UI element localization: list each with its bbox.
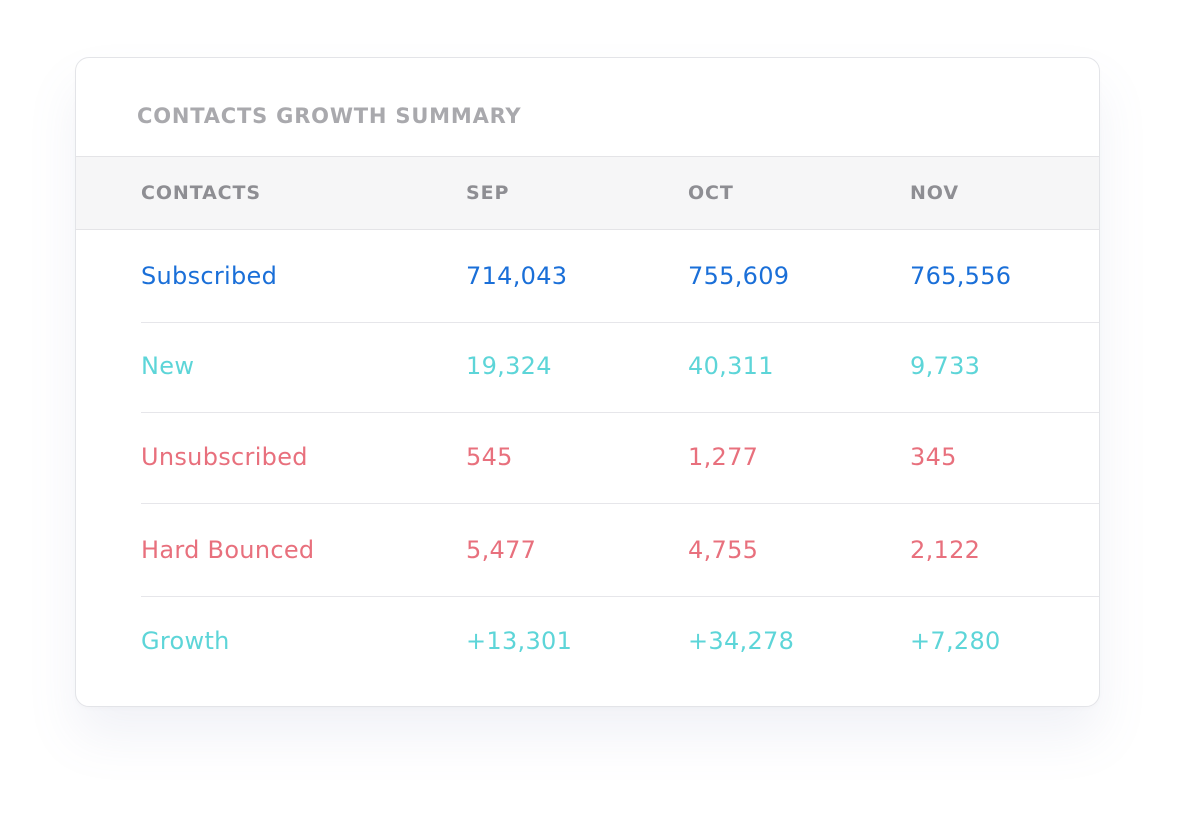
card-title: CONTACTS GROWTH SUMMARY xyxy=(137,104,522,128)
cell-oct: 755,609 xyxy=(688,262,790,290)
table-row-growth: Growth +13,301 +34,278 +7,280 xyxy=(141,597,1099,687)
cell-sep: +13,301 xyxy=(466,627,573,655)
cell-nov: 345 xyxy=(910,443,957,471)
column-header-nov: NOV xyxy=(910,182,959,204)
cell-sep: 19,324 xyxy=(466,352,552,380)
cell-nov: 765,556 xyxy=(910,262,1012,290)
row-label: Unsubscribed xyxy=(141,443,308,471)
cell-oct: +34,278 xyxy=(688,627,795,655)
cell-sep: 545 xyxy=(466,443,513,471)
cell-nov: 2,122 xyxy=(910,536,981,564)
cell-nov: +7,280 xyxy=(910,627,1001,655)
row-label: New xyxy=(141,352,195,380)
table-header: CONTACTS SEP OCT NOV xyxy=(76,156,1099,230)
column-header-contacts: CONTACTS xyxy=(141,182,261,204)
cell-sep: 5,477 xyxy=(466,536,537,564)
row-label: Hard Bounced xyxy=(141,536,315,564)
table-row-unsubscribed: Unsubscribed 545 1,277 345 xyxy=(141,413,1099,504)
cell-oct: 1,277 xyxy=(688,443,759,471)
table-row-subscribed: Subscribed 714,043 755,609 765,556 xyxy=(141,232,1099,323)
cell-nov: 9,733 xyxy=(910,352,981,380)
column-header-sep: SEP xyxy=(466,182,510,204)
table-row-hard-bounced: Hard Bounced 5,477 4,755 2,122 xyxy=(141,506,1099,597)
cell-sep: 714,043 xyxy=(466,262,568,290)
column-header-oct: OCT xyxy=(688,182,734,204)
table-row-new: New 19,324 40,311 9,733 xyxy=(141,322,1099,413)
row-label: Subscribed xyxy=(141,262,278,290)
contacts-growth-summary-card: CONTACTS GROWTH SUMMARY CONTACTS SEP OCT… xyxy=(75,57,1100,707)
cell-oct: 40,311 xyxy=(688,352,774,380)
row-label: Growth xyxy=(141,627,230,655)
cell-oct: 4,755 xyxy=(688,536,759,564)
